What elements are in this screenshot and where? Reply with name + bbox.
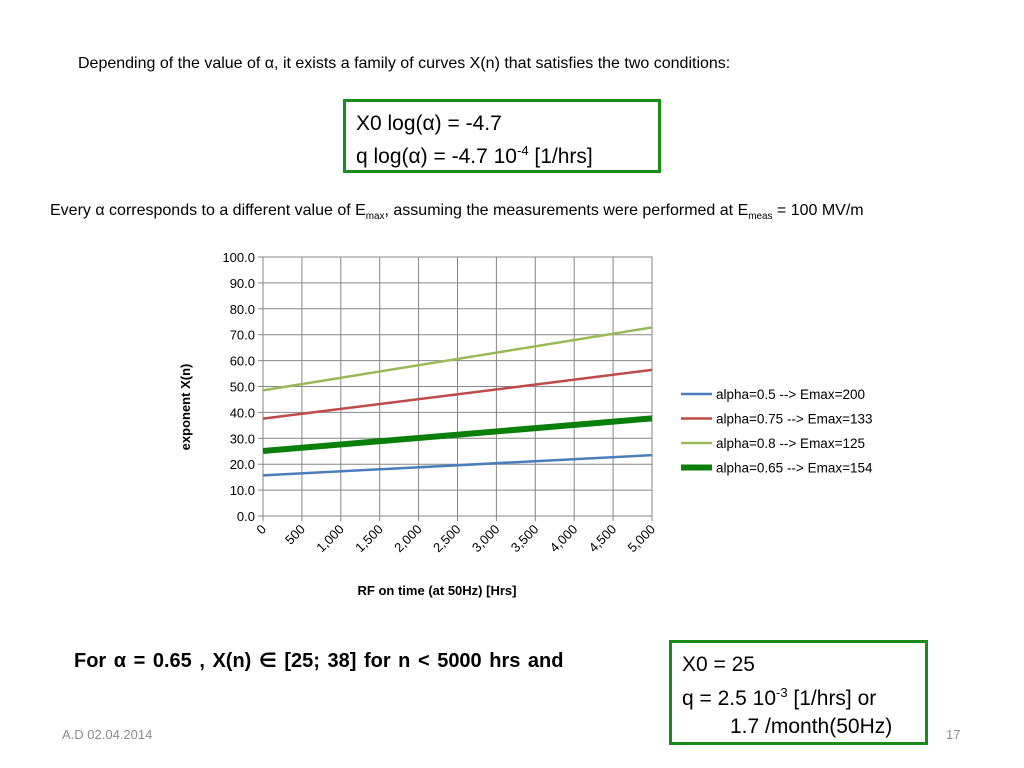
y-tick-label: 30.0	[230, 431, 255, 446]
chart-series	[262, 326, 653, 477]
condition-q-unit: [1/hrs]	[528, 145, 593, 168]
series-line	[262, 326, 653, 392]
condition-box: X0 log(α) = -4.7 q log(α) = -4.7 10-4 [1…	[343, 99, 661, 173]
x-tick-label: 5,000	[625, 522, 659, 556]
result-q: q = 2.5 10-3 [1/hrs] or	[682, 679, 925, 713]
footer-date: A.D 02.04.2014	[62, 727, 153, 742]
series-line	[262, 415, 653, 454]
x-tick-labels: 0 500 1,000 1,500 2,000 2,500 3,000 3,500 4,000 4…	[253, 522, 658, 556]
emax-desc-mid: , assuming the measurements were perform…	[384, 202, 749, 219]
legend-label: alpha=0.75 --> Emax=133	[716, 412, 872, 427]
condition-q: q log(α) = -4.7 10-4 [1/hrs]	[356, 137, 658, 170]
x-tick-label: 2,000	[391, 522, 425, 556]
conclusion-text: For α = 0.65 , X(n) ∈ [25; 38] for n < 5…	[74, 650, 564, 672]
condition-q-text: q log(α) = -4.7 10	[356, 145, 517, 168]
y-tick-label: 50.0	[230, 380, 255, 395]
y-tick-label: 10.0	[230, 483, 255, 498]
y-tick-label: 20.0	[230, 457, 255, 472]
y-tick-label: 40.0	[230, 405, 255, 420]
condition-x0: X0 log(α) = -4.7	[356, 112, 502, 135]
result-box: X0 = 25 q = 2.5 10-3 [1/hrs] or 1.7 /mon…	[669, 640, 928, 745]
x-axis-label: RF on time (at 50Hz) [Hrs]	[358, 583, 517, 598]
emax-desc-sub-max: max	[365, 211, 385, 223]
result-q-text: q = 2.5 10	[682, 687, 776, 710]
x-tick-label: 3,000	[469, 522, 503, 556]
y-tick-label: 60.0	[230, 354, 255, 369]
page-number: 17	[946, 727, 961, 742]
x-tick-label: 500	[282, 522, 308, 548]
emax-desc-post: = 100 MV/m	[772, 202, 864, 219]
x-tick-label: 1,500	[352, 522, 386, 556]
legend-label: alpha=0.65 --> Emax=154	[716, 461, 873, 476]
emax-desc-pre: Every α corresponds to a different value…	[50, 202, 366, 219]
x-tick-label: 4,000	[547, 522, 581, 556]
result-q-exponent: -3	[776, 685, 788, 700]
plot-area	[262, 256, 653, 517]
condition-q-exponent: -4	[516, 143, 529, 158]
y-tick-label: 100.0	[222, 250, 255, 265]
x-tick-label: 2,500	[430, 522, 464, 556]
x-tick-label: 3,500	[508, 522, 542, 556]
series-line	[262, 368, 653, 420]
result-x0: X0 = 25	[682, 653, 755, 676]
y-tick-label: 80.0	[230, 302, 255, 317]
intro-text: Depending of the value of α, it exists a…	[78, 55, 731, 72]
result-q-unit: [1/hrs] or	[787, 687, 877, 710]
emax-desc-sub-meas: meas	[748, 211, 773, 223]
y-tick-label: 70.0	[230, 328, 255, 343]
legend-label: alpha=0.8 --> Emax=125	[716, 436, 865, 451]
chart-legend: alpha=0.5 --> Emax=200 alpha=0.75 --> Ema…	[681, 387, 873, 476]
x-tick-label: 1,000	[313, 522, 347, 556]
y-tick-label: 0.0	[237, 509, 255, 524]
y-tick-label: 90.0	[230, 276, 255, 291]
legend-label: alpha=0.5 --> Emax=200	[716, 387, 865, 402]
x-tick-label: 0	[253, 522, 269, 538]
result-q-monthly: 1.7 /month(50Hz)	[730, 715, 893, 738]
y-tick-labels: 0.0 10.0 20.0 30.0 40.0 50.0 60.0 70.0 80.0 90.0 1…	[222, 250, 255, 524]
y-axis-label: exponent X(n)	[178, 364, 193, 451]
x-tick-label: 4,500	[586, 522, 620, 556]
series-line	[262, 453, 653, 477]
chart-gridlines	[258, 256, 653, 521]
line-chart: 0.0 10.0 20.0 30.0 40.0 50.0 60.0 70.0 80.0 90.0 1…	[178, 250, 873, 598]
emax-description: Every α corresponds to a different value…	[50, 202, 864, 222]
